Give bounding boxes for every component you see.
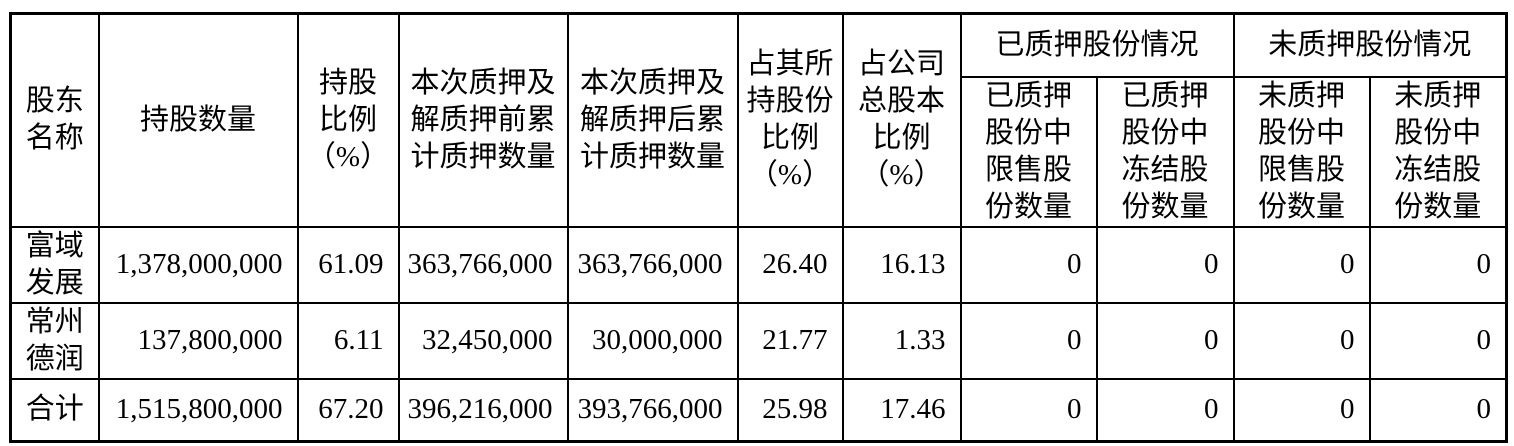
header-shares-held: 持股数量 [97,12,299,228]
pledged-before-cell: 396,216,000 [397,377,569,443]
header-cumulative-pledged-before: 本次质押及 解质押前累 计质押数量 [397,12,569,228]
header-group-row: 股东 名称 持股数量 持股 比例 （%） 本次质押及 解质押前累 计质押数量 本… [9,12,1508,228]
shareholding-ratio-cell: 61.09 [296,225,400,304]
unpledged-frozen-cell: 0 [1368,225,1508,304]
unpledged-frozen-cell: 0 [1368,377,1508,443]
header-pledged-restricted: 已质押 股份中 限售股 份数量 [959,75,1098,228]
header-pledged-group: 已质押股份情况 [959,12,1235,78]
shareholding-ratio-cell: 67.20 [296,377,400,443]
pledged-after-cell: 363,766,000 [566,225,739,304]
header-unpledged-frozen: 未质押 股份中 冻结股 份数量 [1368,75,1508,228]
shareholder-name-cell: 富域 发展 [9,225,100,304]
shares-held-cell: 137,800,000 [97,301,299,380]
header-cumulative-pledged-after: 本次质押及 解质押后累 计质押数量 [566,12,739,228]
pct-of-held-cell: 25.98 [736,377,844,443]
pct-of-total-cell: 1.33 [841,301,962,380]
pledged-restricted-cell: 0 [959,377,1098,443]
header-sub-row: 已质押 股份中 限售股 份数量 已质押 股份中 冻结股 份数量 未质押 股份中 … [11,75,1508,228]
pledged-before-cell: 363,766,000 [397,225,569,304]
header-pct-of-shares-held: 占其所 持股份 比例 （%） [736,12,844,228]
unpledged-frozen-cell: 0 [1368,301,1508,380]
pct-of-held-cell: 26.40 [736,225,844,304]
header-unpledged-group: 未质押股份情况 [1232,12,1508,78]
pct-of-total-cell: 16.13 [841,225,962,304]
header-pledged-frozen: 已质押 股份中 冻结股 份数量 [1095,75,1235,228]
table-row-changzhou-derun: 常州 德润 137,800,000 6.11 32,450,000 30,000… [9,301,1508,380]
shareholding-ratio-cell: 6.11 [296,301,400,380]
unpledged-restricted-cell: 0 [1232,225,1371,304]
header-pct-of-total-capital: 占公司 总股本 比例 （%） [841,12,962,228]
pledged-restricted-cell: 0 [959,301,1098,380]
shareholder-name-cell: 常州 德润 [9,301,100,380]
pledged-before-cell: 32,450,000 [397,301,569,380]
pct-of-held-cell: 21.77 [736,301,844,380]
table-row-fuyu-fazhan: 富域 发展 1,378,000,000 61.09 363,766,000 36… [9,225,1508,304]
total-label-cell: 合计 [9,377,100,443]
shares-held-cell: 1,378,000,000 [97,225,299,304]
header-unpledged-restricted: 未质押 股份中 限售股 份数量 [1232,75,1371,228]
table-body: 富域 发展 1,378,000,000 61.09 363,766,000 36… [9,225,1508,443]
pledged-frozen-cell: 0 [1095,225,1235,304]
pledged-frozen-cell: 0 [1095,377,1235,443]
share-pledge-table: 股东 名称 持股数量 持股 比例 （%） 本次质押及 解质押前累 计质押数量 本… [9,12,1509,443]
header-shareholder-name: 股东 名称 [9,12,100,228]
unpledged-restricted-cell: 0 [1232,301,1371,380]
pledged-after-cell: 30,000,000 [566,301,739,380]
shares-held-cell: 1,515,800,000 [97,377,299,443]
pledged-restricted-cell: 0 [959,225,1098,304]
pledged-frozen-cell: 0 [1095,301,1235,380]
unpledged-restricted-cell: 0 [1232,377,1371,443]
pledged-after-cell: 393,766,000 [566,377,739,443]
table-header: 股东 名称 持股数量 持股 比例 （%） 本次质押及 解质押前累 计质押数量 本… [9,12,1508,228]
header-shareholding-ratio: 持股 比例 （%） [296,12,400,228]
pct-of-total-cell: 17.46 [841,377,962,443]
table-row-total: 合计 1,515,800,000 67.20 396,216,000 393,7… [9,377,1508,443]
